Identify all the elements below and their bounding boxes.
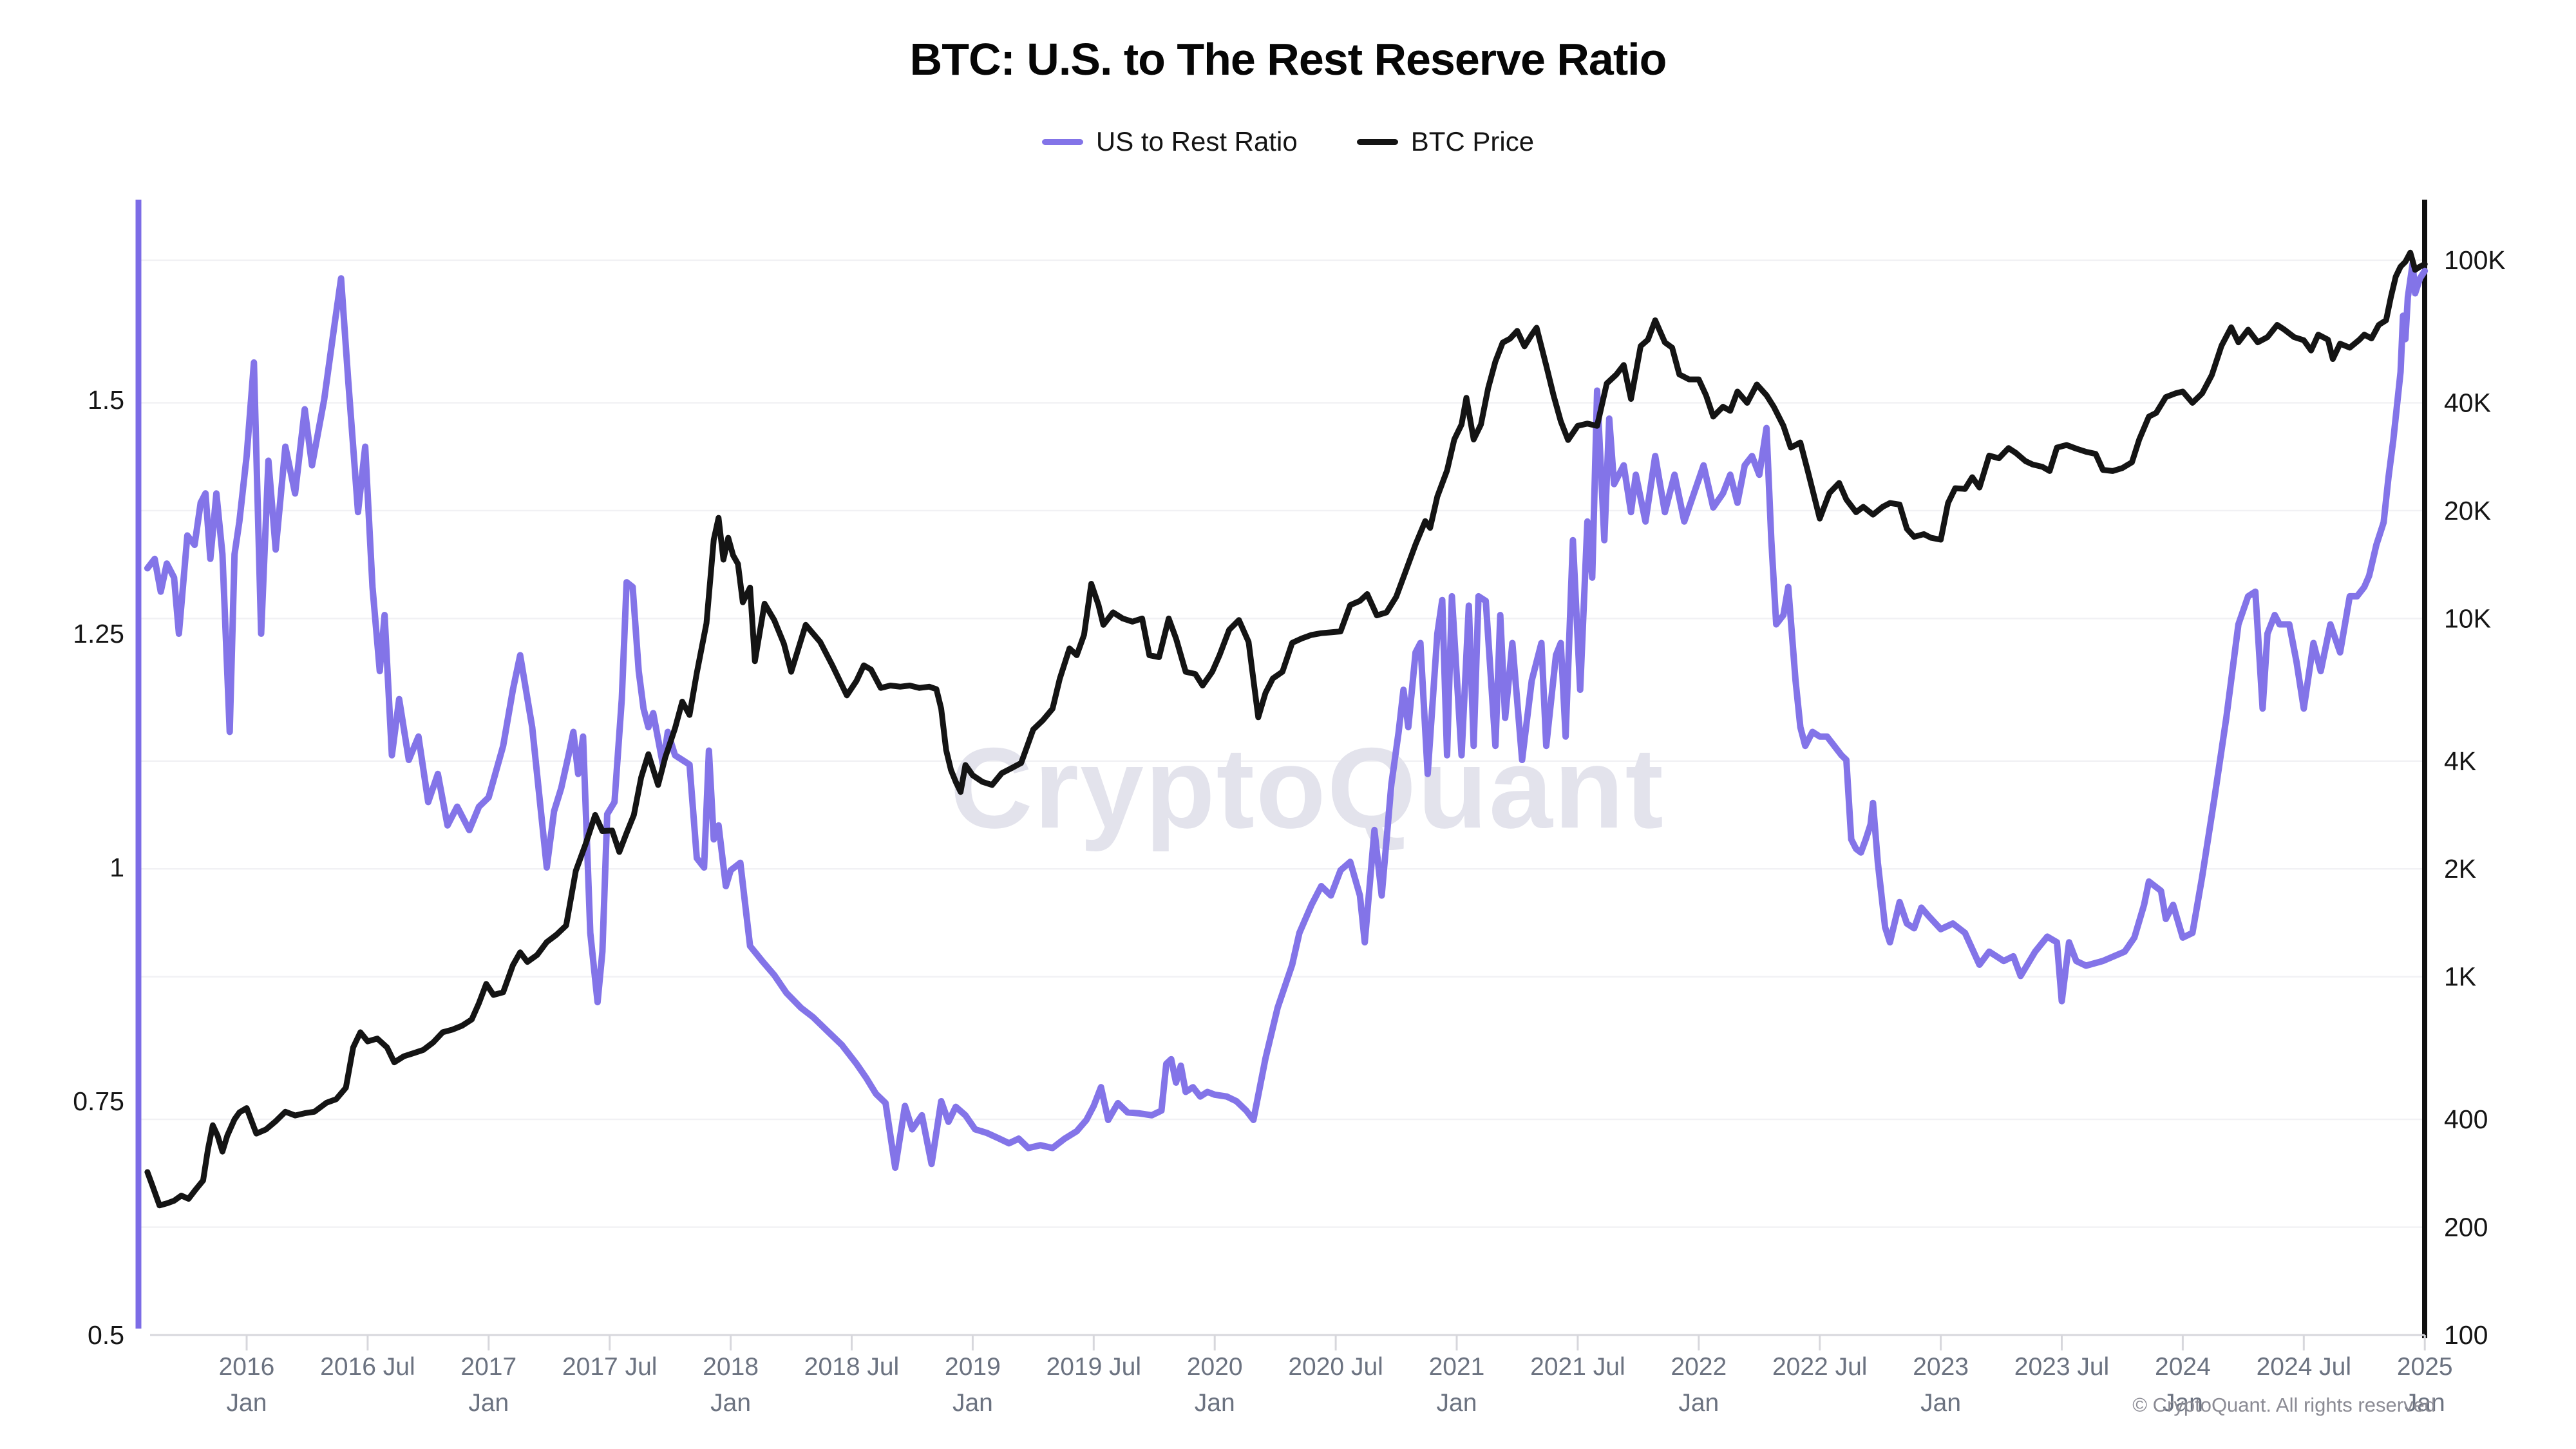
axes xyxy=(135,200,2427,1338)
left-axis-tick-label: 1.25 xyxy=(73,619,124,649)
y-axis-left-labels: 1.5 1.25 1 0.75 0.5 xyxy=(73,385,124,1350)
y-axis-right-labels: 100K 40K 20K 10K 4K 2K 1K 400 200 100 xyxy=(2444,245,2506,1350)
right-axis-tick-label: 4K xyxy=(2444,746,2476,776)
legend-label: BTC Price xyxy=(1410,126,1535,156)
x-tick-label: 2019 xyxy=(945,1353,1001,1381)
x-tick-label: Jan xyxy=(2405,1389,2445,1417)
right-axis-tick-label: 1K xyxy=(2444,962,2476,992)
right-axis-tick-label: 10K xyxy=(2444,603,2491,633)
x-tick-label: 2016 Jul xyxy=(320,1353,415,1381)
x-tick-label: 2020 xyxy=(1187,1353,1243,1381)
x-tick-label: 2025 xyxy=(2397,1353,2453,1381)
legend-item-1[interactable]: BTC Price xyxy=(1356,126,1535,157)
x-tick-label: 2018 Jul xyxy=(804,1353,899,1381)
x-tick-label: 2016 xyxy=(219,1353,275,1381)
x-tick-label: 2023 xyxy=(1913,1353,1969,1381)
copyright: © CryptoQuant. All rights reserved xyxy=(2132,1394,2436,1416)
legend: US to Rest Ratio BTC Price xyxy=(0,126,2576,157)
left-axis-tick-label: 0.75 xyxy=(73,1086,124,1116)
x-tick-label: 2017 xyxy=(460,1353,516,1381)
right-axis-tick-label: 100K xyxy=(2444,245,2506,275)
right-axis-tick-label: 2K xyxy=(2444,854,2476,884)
series-lines xyxy=(144,249,2429,1209)
gridlines xyxy=(141,259,2423,1228)
legend-item-0[interactable]: US to Rest Ratio xyxy=(1041,126,1298,157)
series-line-price[interactable] xyxy=(144,249,2428,1209)
series-line-ratio[interactable] xyxy=(144,260,2429,1171)
x-tick-label: 2021 xyxy=(1429,1353,1485,1381)
x-tick-label: Jan xyxy=(1195,1389,1235,1417)
x-tick-label: Jan xyxy=(952,1389,993,1417)
x-tick-label: Jan xyxy=(468,1389,509,1417)
x-tick-label: Jan xyxy=(1437,1389,1477,1417)
x-tick-label: 2018 xyxy=(703,1353,759,1381)
plot-area[interactable] xyxy=(138,200,2425,1335)
x-tick-label: 2020 Jul xyxy=(1288,1353,1383,1381)
x-tick-label: 2023 Jul xyxy=(2014,1353,2109,1381)
x-tick-label: Jan xyxy=(710,1389,751,1417)
x-axis: 2016 Jan 2016 Jul 2017 Jan 2017 Jul 2018 Jan 201… xyxy=(150,1334,2453,1417)
x-tick-label: 2024 xyxy=(2155,1353,2211,1381)
right-axis-tick-label: 20K xyxy=(2444,496,2491,526)
left-axis-tick-label: 0.5 xyxy=(88,1320,124,1350)
x-tick-label: Jan xyxy=(2163,1389,2203,1417)
legend-swatch-icon xyxy=(1356,138,1398,145)
left-axis-tick-label: 1.5 xyxy=(88,385,124,415)
x-tick-label: 2024 Jul xyxy=(2257,1353,2351,1381)
right-axis-tick-label: 40K xyxy=(2444,388,2491,417)
x-tick-label: 2022 xyxy=(1671,1353,1727,1381)
x-tick-label: Jan xyxy=(1678,1389,1719,1417)
page-title: BTC: U.S. to The Rest Reserve Ratio xyxy=(909,34,1667,84)
x-tick-label: Jan xyxy=(1920,1389,1961,1417)
right-axis-tick-label: 400 xyxy=(2444,1104,2488,1134)
x-tick-label: 2017 Jul xyxy=(562,1353,657,1381)
legend-label: US to Rest Ratio xyxy=(1095,126,1298,156)
right-axis-tick-label: 200 xyxy=(2444,1213,2488,1242)
x-tick-label: 2022 Jul xyxy=(1772,1353,1867,1381)
legend-swatch-icon xyxy=(1041,138,1083,145)
left-axis-tick-label: 1 xyxy=(109,853,124,882)
x-tick-label: 2019 Jul xyxy=(1046,1353,1141,1381)
x-tick-label: 2021 Jul xyxy=(1530,1353,1625,1381)
x-tick-label: Jan xyxy=(227,1389,267,1417)
right-axis-tick-label: 100 xyxy=(2444,1320,2488,1350)
